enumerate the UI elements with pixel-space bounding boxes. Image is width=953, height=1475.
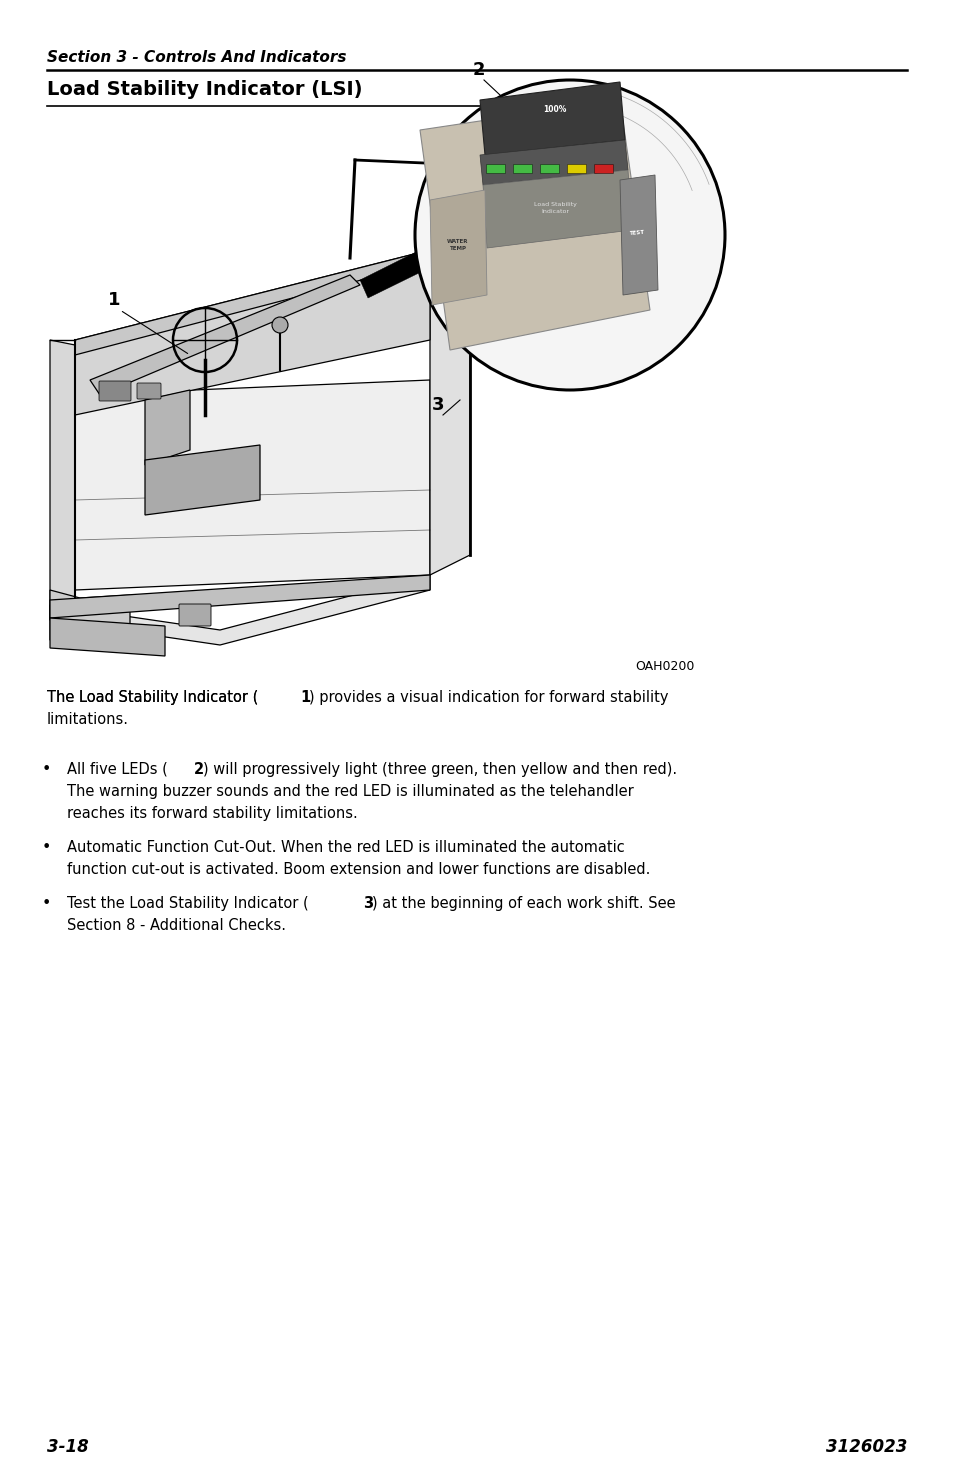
Text: 100%: 100%: [543, 106, 566, 115]
Text: •: •: [42, 895, 51, 912]
Text: All five LEDs (: All five LEDs (: [67, 763, 168, 777]
FancyBboxPatch shape: [486, 165, 505, 174]
Text: Section 3 - Controls And Indicators: Section 3 - Controls And Indicators: [47, 50, 346, 65]
Polygon shape: [50, 575, 430, 618]
Text: Load Stability Indicator (LSI): Load Stability Indicator (LSI): [47, 80, 362, 99]
Polygon shape: [619, 176, 658, 295]
Text: ) at the beginning of each work shift. See: ) at the beginning of each work shift. S…: [372, 895, 675, 912]
Polygon shape: [482, 170, 631, 248]
FancyBboxPatch shape: [594, 165, 613, 174]
Text: 3126023: 3126023: [824, 1438, 906, 1456]
Polygon shape: [145, 445, 260, 515]
FancyBboxPatch shape: [540, 165, 558, 174]
Text: 3: 3: [432, 395, 444, 414]
Polygon shape: [479, 140, 627, 184]
Polygon shape: [50, 590, 130, 645]
Polygon shape: [90, 274, 359, 395]
Circle shape: [415, 80, 724, 389]
Polygon shape: [145, 389, 190, 465]
Polygon shape: [50, 575, 430, 645]
Text: ) provides a visual indication for forward stability: ) provides a visual indication for forwa…: [309, 690, 668, 705]
Polygon shape: [50, 618, 165, 656]
Polygon shape: [430, 190, 486, 305]
Text: 1: 1: [300, 690, 311, 705]
Polygon shape: [75, 249, 430, 414]
Text: •: •: [42, 763, 51, 777]
Polygon shape: [479, 83, 624, 155]
Text: Test the Load Stability Indicator (: Test the Load Stability Indicator (: [67, 895, 309, 912]
Text: The Load Stability Indicator (: The Load Stability Indicator (: [47, 690, 258, 705]
FancyBboxPatch shape: [99, 381, 131, 401]
Circle shape: [272, 317, 288, 333]
Text: reaches its forward stability limitations.: reaches its forward stability limitation…: [67, 805, 357, 822]
Text: 1: 1: [108, 291, 120, 308]
Text: WATER
TEMP: WATER TEMP: [447, 239, 468, 251]
FancyBboxPatch shape: [513, 165, 532, 174]
Text: 2: 2: [473, 60, 485, 80]
Text: 3-18: 3-18: [47, 1438, 89, 1456]
Text: •: •: [42, 839, 51, 856]
Polygon shape: [75, 381, 430, 590]
Text: 2: 2: [193, 763, 204, 777]
Text: Section 8 - Additional Checks.: Section 8 - Additional Checks.: [67, 917, 286, 934]
FancyBboxPatch shape: [179, 603, 211, 625]
Text: limitations.: limitations.: [47, 712, 129, 727]
Polygon shape: [50, 341, 75, 620]
Text: The Load Stability Indicator (: The Load Stability Indicator (: [47, 690, 258, 705]
Text: ) will progressively light (three green, then yellow and then red).: ) will progressively light (three green,…: [202, 763, 676, 777]
Text: OAH0200: OAH0200: [635, 659, 694, 673]
FancyBboxPatch shape: [567, 165, 586, 174]
Text: The warning buzzer sounds and the red LED is illuminated as the telehandler: The warning buzzer sounds and the red LE…: [67, 785, 633, 799]
Polygon shape: [430, 235, 470, 575]
Text: function cut-out is activated. Boom extension and lower functions are disabled.: function cut-out is activated. Boom exte…: [67, 861, 650, 878]
Polygon shape: [75, 235, 470, 355]
Polygon shape: [419, 100, 649, 350]
Text: Automatic Function Cut-Out. When the red LED is illuminated the automatic: Automatic Function Cut-Out. When the red…: [67, 839, 624, 856]
Text: Load Stability
Indicator: Load Stability Indicator: [533, 202, 576, 214]
Text: TEST: TEST: [629, 230, 644, 236]
FancyBboxPatch shape: [137, 384, 161, 400]
Text: 3: 3: [363, 895, 373, 912]
Polygon shape: [359, 249, 424, 298]
